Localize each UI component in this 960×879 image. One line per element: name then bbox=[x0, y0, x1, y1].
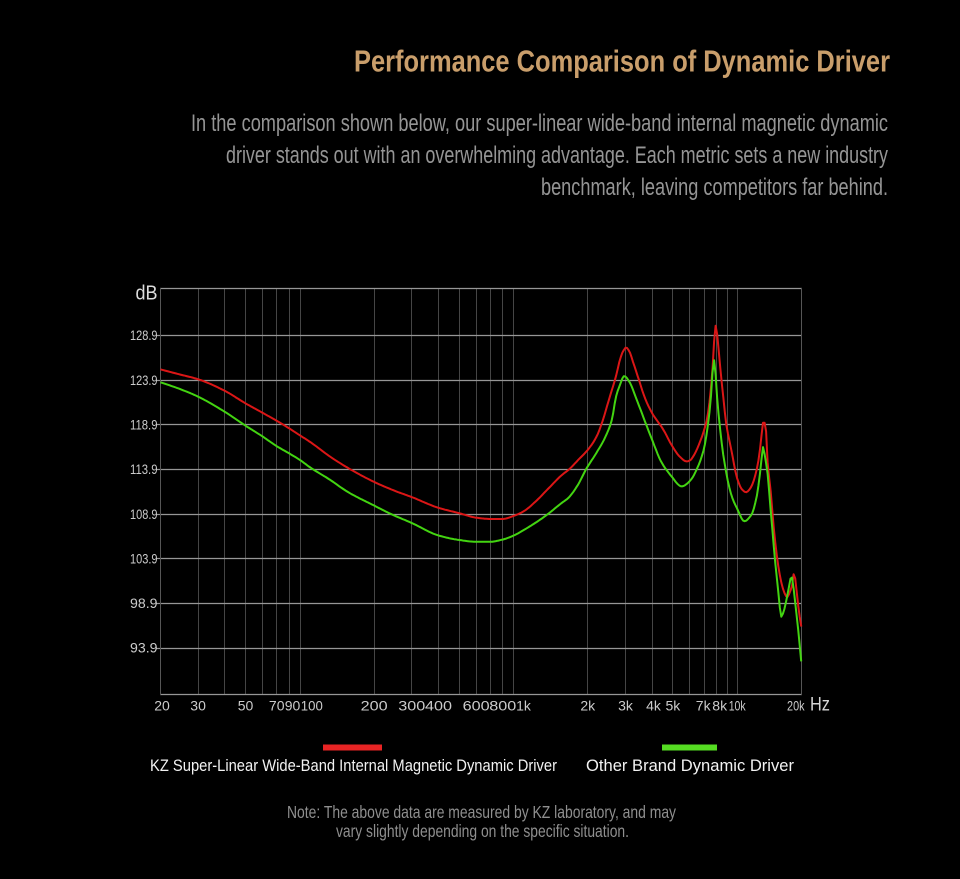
svg-text:123.9: 123.9 bbox=[130, 373, 158, 388]
svg-text:8k: 8k bbox=[712, 698, 728, 714]
svg-text:98.9: 98.9 bbox=[130, 596, 158, 611]
svg-text:Note: The above data are measu: Note: The above data are measured by KZ … bbox=[287, 802, 676, 822]
svg-text:70: 70 bbox=[269, 698, 285, 714]
svg-text:driver stands out with an over: driver stands out with an overwhelming a… bbox=[226, 142, 888, 169]
svg-text:90: 90 bbox=[285, 698, 301, 714]
svg-text:600: 600 bbox=[463, 698, 490, 714]
svg-text:dB: dB bbox=[136, 283, 158, 305]
svg-text:benchmark, leaving competitors: benchmark, leaving competitors far behin… bbox=[541, 174, 888, 201]
svg-text:20: 20 bbox=[154, 698, 170, 714]
svg-text:10k: 10k bbox=[729, 698, 747, 714]
svg-text:93.9: 93.9 bbox=[130, 641, 158, 656]
svg-text:Performance Comparison of Dyna: Performance Comparison of Dynamic Driver bbox=[354, 44, 890, 79]
svg-text:800: 800 bbox=[489, 698, 516, 714]
svg-text:113.9: 113.9 bbox=[130, 462, 158, 477]
svg-text:100: 100 bbox=[301, 698, 323, 714]
svg-text:103.9: 103.9 bbox=[130, 551, 158, 566]
svg-text:50: 50 bbox=[238, 698, 254, 714]
svg-text:20k: 20k bbox=[787, 698, 805, 714]
svg-text:5k: 5k bbox=[666, 698, 682, 714]
svg-text:128.9: 128.9 bbox=[130, 328, 158, 343]
svg-text:1k: 1k bbox=[516, 698, 532, 714]
svg-text:118.9: 118.9 bbox=[130, 418, 158, 433]
svg-text:KZ Super-Linear Wide-Band Inte: KZ Super-Linear Wide-Band Internal Magne… bbox=[150, 756, 557, 775]
svg-text:2k: 2k bbox=[580, 698, 596, 714]
svg-text:400: 400 bbox=[425, 698, 452, 714]
svg-text:7k: 7k bbox=[696, 698, 712, 714]
svg-text:200: 200 bbox=[361, 698, 388, 714]
svg-text:Hz: Hz bbox=[810, 695, 830, 716]
svg-text:108.9: 108.9 bbox=[130, 507, 158, 522]
svg-text:300: 300 bbox=[398, 698, 425, 714]
svg-text:3k: 3k bbox=[618, 698, 634, 714]
svg-text:In the comparison shown below,: In the comparison shown below, our super… bbox=[191, 110, 888, 137]
svg-text:4k: 4k bbox=[646, 698, 662, 714]
svg-text:vary slightly depending on the: vary slightly depending on the specific … bbox=[336, 821, 629, 841]
svg-text:Other Brand Dynamic Driver: Other Brand Dynamic Driver bbox=[586, 756, 794, 775]
svg-text:30: 30 bbox=[190, 698, 206, 714]
